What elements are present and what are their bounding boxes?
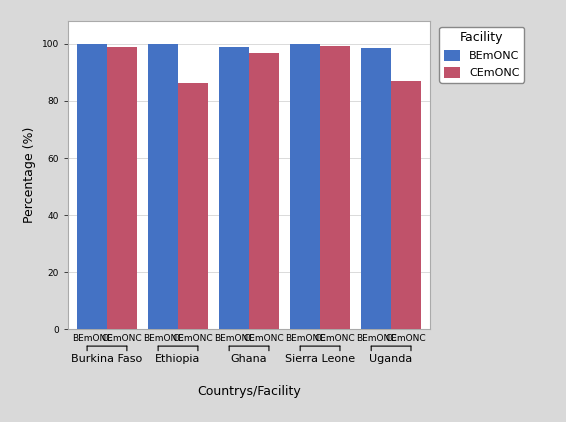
Legend: BEmONC, CEmONC: BEmONC, CEmONC	[439, 27, 524, 83]
Text: Sierra Leone: Sierra Leone	[285, 354, 355, 364]
Bar	[290, 44, 320, 329]
Bar	[249, 53, 279, 329]
Bar	[178, 83, 208, 329]
Bar	[148, 44, 178, 329]
Bar	[391, 81, 421, 329]
Text: Ghana: Ghana	[231, 354, 267, 364]
Text: Burkina Faso: Burkina Faso	[71, 354, 143, 364]
Y-axis label: Percentage (%): Percentage (%)	[23, 127, 36, 223]
Bar	[320, 46, 350, 329]
Bar	[107, 47, 137, 329]
Bar	[77, 44, 107, 329]
X-axis label: Countrys/Facility: Countrys/Facility	[197, 385, 301, 398]
Text: Uganda: Uganda	[370, 354, 413, 364]
Bar	[219, 47, 249, 329]
Bar	[361, 48, 391, 329]
Text: Ethiopia: Ethiopia	[155, 354, 201, 364]
